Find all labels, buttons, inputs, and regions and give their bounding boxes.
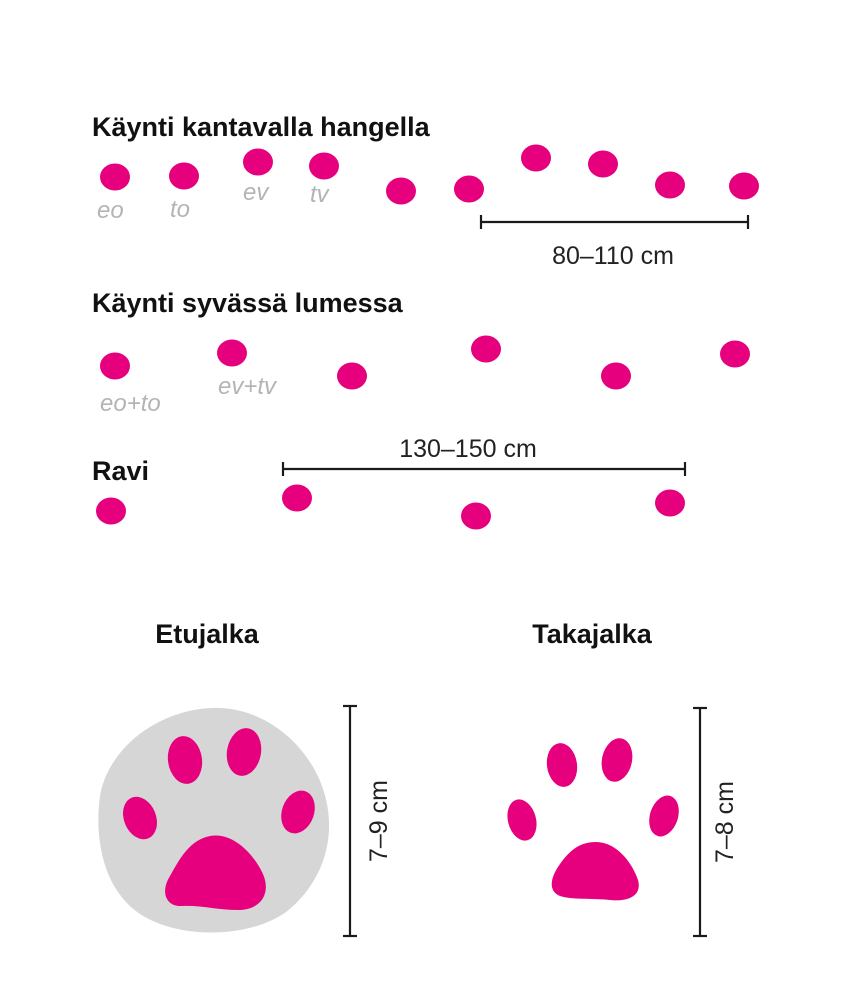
- hind-paw-size-bar: [693, 706, 707, 938]
- print-dot: [588, 150, 618, 178]
- print-dot: [96, 497, 126, 525]
- hind-paw-title: Takajalka: [532, 619, 653, 649]
- leg-label-tv: tv: [310, 181, 331, 208]
- print-dot: [655, 171, 685, 199]
- print-dot: [729, 172, 759, 200]
- trot-distance-bar: [281, 462, 687, 476]
- print-dot: [471, 335, 501, 363]
- walk-deep-track: [100, 335, 750, 390]
- walk-firm-distance: 80–110 cm: [552, 242, 674, 270]
- toe-pad: [601, 738, 633, 782]
- toe-pad: [281, 790, 315, 834]
- print-dot: [386, 177, 416, 205]
- toe-pad: [167, 736, 203, 784]
- toe-pad: [546, 743, 578, 787]
- print-dot: [309, 152, 339, 180]
- hind-paw-size: 7–8 cm: [711, 781, 739, 863]
- hind-paw-print: [507, 738, 679, 901]
- leg-label-ev: ev: [243, 179, 270, 206]
- print-dot: [169, 162, 199, 190]
- toe-pad: [123, 796, 157, 840]
- main-pad: [165, 835, 266, 910]
- walk-deep-title: Käynti syvässä lumessa: [92, 288, 404, 318]
- print-dot: [282, 484, 312, 512]
- front-paw-size: 7–9 cm: [365, 780, 393, 862]
- print-dot: [601, 362, 631, 390]
- walk-firm-distance-bar: [479, 215, 750, 229]
- walk-firm-title: Käynti kantavalla hangella: [92, 112, 431, 142]
- print-dot: [521, 144, 551, 172]
- toe-pad: [226, 728, 262, 776]
- walk-firm-track: [100, 144, 759, 205]
- trot-track: [96, 484, 685, 530]
- fur-halo: [98, 707, 330, 933]
- print-dot: [454, 175, 484, 203]
- leg-label-to: to: [170, 196, 190, 223]
- print-dot: [217, 339, 247, 367]
- front-paw-size-bar: [343, 704, 357, 938]
- trot-distance: 130–150 cm: [399, 435, 537, 463]
- print-dot: [100, 352, 130, 380]
- print-dot: [720, 340, 750, 368]
- leg-label-eo: eo: [97, 197, 124, 224]
- toe-pad: [507, 799, 537, 841]
- toe-pad: [649, 795, 679, 837]
- leg-label-eo-to: eo+to: [100, 390, 161, 417]
- print-dot: [461, 502, 491, 530]
- front-paw-print: [98, 707, 330, 933]
- print-dot: [243, 148, 273, 176]
- print-dot: [100, 163, 130, 191]
- trot-title: Ravi: [92, 456, 149, 486]
- leg-label-ev-tv: ev+tv: [218, 373, 278, 400]
- front-paw-title: Etujalka: [155, 619, 260, 649]
- print-dot: [655, 489, 685, 517]
- print-dot: [337, 362, 367, 390]
- main-pad: [551, 842, 639, 901]
